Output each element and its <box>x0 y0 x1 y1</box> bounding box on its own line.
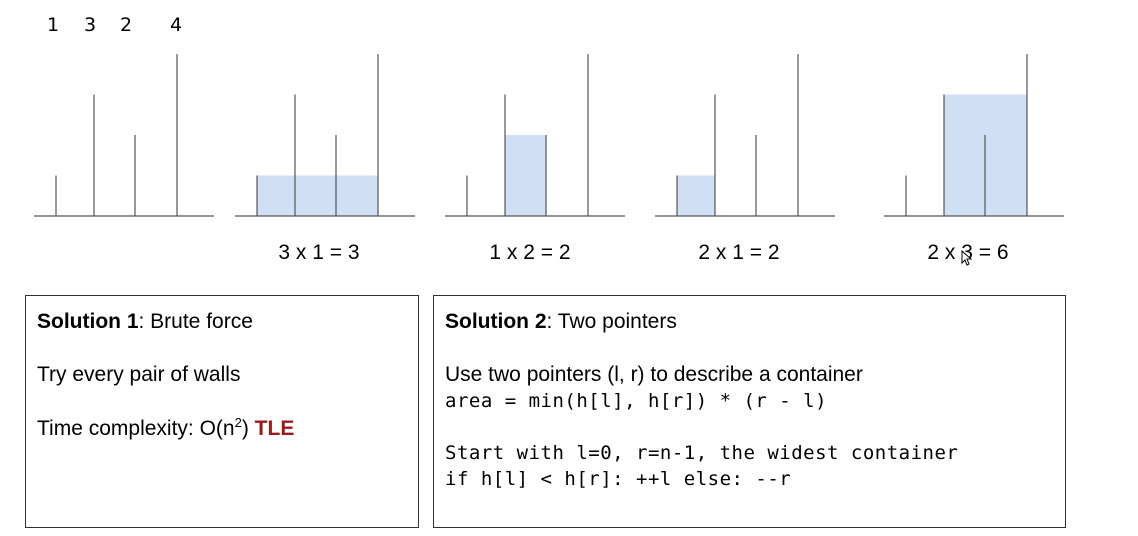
panel-2-caption: 3 x 1 = 3 <box>278 241 360 264</box>
solution-2-title: Solution 2: Two pointers <box>445 310 677 334</box>
water-area-3 <box>505 135 546 216</box>
solution-1-complexity: Time complexity: O(n2) TLE <box>37 415 294 441</box>
pointer-move-rule: if h[l] < h[r]: ++l else: --r <box>445 468 792 490</box>
tle-label: TLE <box>254 417 295 440</box>
solution-1-title-rest: : Brute force <box>138 310 253 333</box>
container-diagram <box>34 54 1064 217</box>
water-area-2 <box>257 175 378 216</box>
complexity-suffix: ) <box>241 417 249 440</box>
area-formula: area = min(h[l], h[r]) * (r - l) <box>445 390 828 412</box>
solution-1-title-bold: Solution 1 <box>37 310 139 333</box>
water-area-4 <box>677 175 715 216</box>
height-label-2: 3 <box>83 14 97 36</box>
height-label-4: 4 <box>169 14 183 36</box>
solution-2-title-bold: Solution 2 <box>445 310 547 333</box>
solution-2-box: Solution 2: Two pointers Use two pointer… <box>433 295 1066 528</box>
height-label-1: 1 <box>46 14 60 36</box>
solution-1-title: Solution 1: Brute force <box>37 310 253 334</box>
complexity-exponent: 2 <box>234 415 242 430</box>
solution-2-description: Use two pointers (l, r) to describe a co… <box>445 363 863 386</box>
solution-1-description: Try every pair of walls <box>37 363 241 386</box>
complexity-prefix: Time complexity: O(n <box>37 417 235 440</box>
start-condition: Start with l=0, r=n-1, the widest contai… <box>445 442 959 464</box>
panel-5-caption: 2 x 3 = 6 <box>927 241 1009 264</box>
panel-4-caption: 2 x 1 = 2 <box>698 241 780 264</box>
solution-1-box: Solution 1: Brute force Try every pair o… <box>25 295 419 528</box>
cursor-icon <box>961 250 973 266</box>
height-label-3: 2 <box>119 14 133 36</box>
solution-2-title-rest: : Two pointers <box>546 310 677 333</box>
panel-3-caption: 1 x 2 = 2 <box>489 241 571 264</box>
